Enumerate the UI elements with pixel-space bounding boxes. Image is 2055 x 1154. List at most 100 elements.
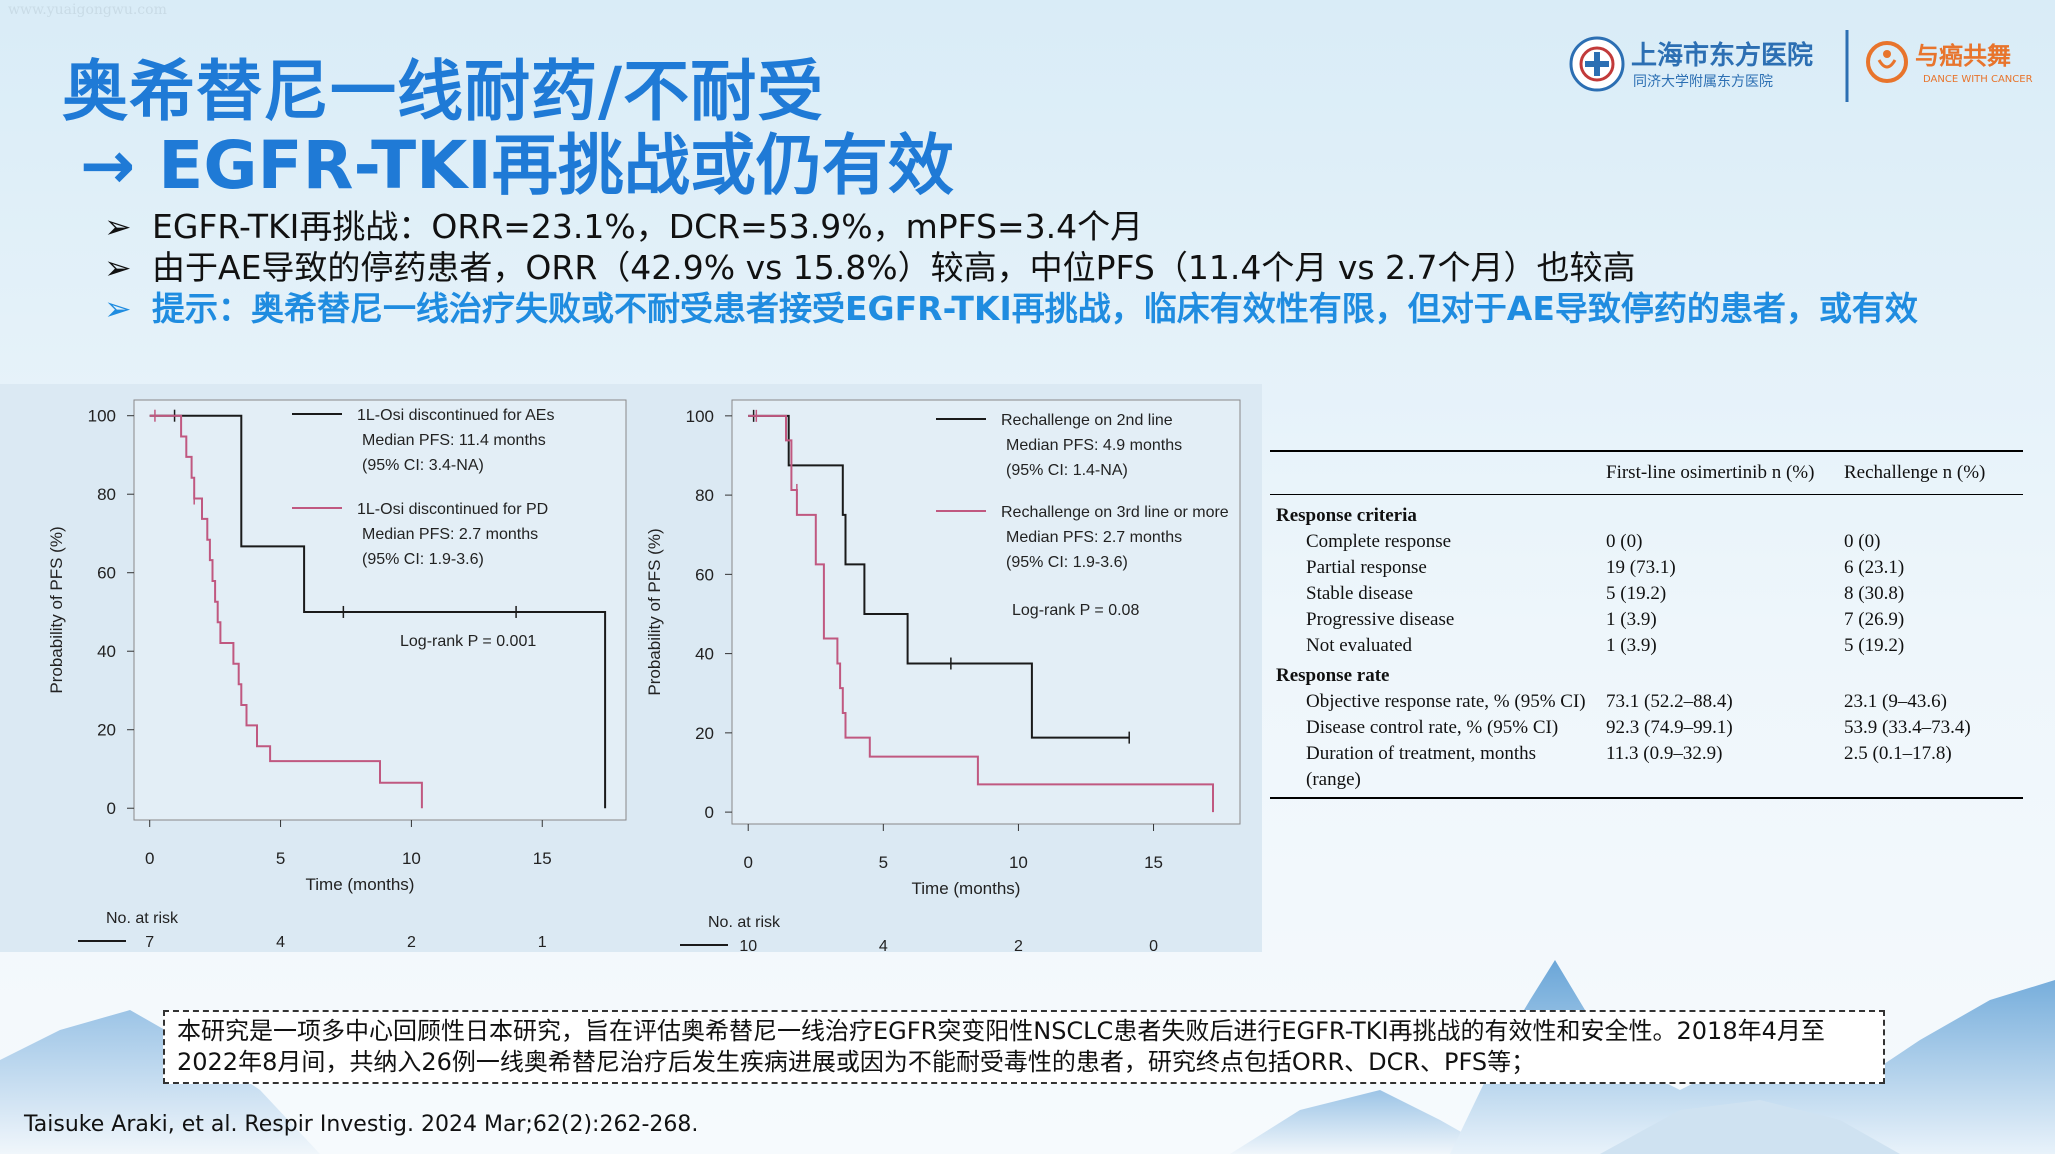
risk-table-title: No. at risk <box>708 914 781 931</box>
x-tick-label: 10 <box>1009 853 1028 872</box>
table-cell-label: Objective response rate, % (95% CI) <box>1306 691 1586 712</box>
y-tick-label: 20 <box>97 721 116 740</box>
x-tick-label: 15 <box>533 849 552 868</box>
table-cell-value: 23.1 (9–43.6) <box>1844 691 1947 712</box>
response-table-wrap: First-line osimertinib n (%) Rechallenge… <box>1270 450 2023 799</box>
table-section-label: Response criteria <box>1276 505 1417 526</box>
risk-table-title: No. at risk <box>106 910 179 927</box>
table-row: Partial response 19 (73.1) 6 (23.1) <box>1270 555 2023 581</box>
risk-count: 2 <box>407 934 416 951</box>
bullet-text: 由于AE导致的停药患者，ORR（42.9% vs 15.8%）较高，中位PFS（… <box>152 248 1636 287</box>
x-tick-label: 15 <box>1144 853 1163 872</box>
table-row: Complete response 0 (0) 0 (0) <box>1270 529 2023 555</box>
risk-count: 7 <box>145 934 154 951</box>
km-series-line-2 <box>149 414 423 809</box>
table-cell-value: 5 (19.2) <box>1606 583 1667 604</box>
table-header-rechallenge: Rechallenge n (%) <box>1838 450 2023 495</box>
citation: Taisuke Araki, et al. Respir Investig. 2… <box>24 1112 699 1137</box>
bullet-item: ➢ 由于AE导致的停药患者，ORR（42.9% vs 15.8%）较高，中位PF… <box>100 247 1920 288</box>
page-title-line2: → EGFR-TKI再挑战或仍有效 <box>80 127 954 204</box>
legend-detail: (95% CI: 1.9-3.6) <box>1006 554 1128 571</box>
y-tick-label: 60 <box>97 564 116 583</box>
km-series-line-2 <box>748 414 1214 813</box>
table-row: Duration of treatment, months (range) 11.… <box>1270 741 2023 799</box>
response-table: First-line osimertinib n (%) Rechallenge… <box>1270 450 2023 799</box>
km-chart-ae-vs-pd: 0 20 40 60 80 100 0 5 10 15 Time (months) Probabili… <box>47 399 627 951</box>
bullet-text: 提示：奥希替尼一线治疗失败或不耐受患者接受EGFR-TKI再挑战，临床有效性有限… <box>152 289 1918 328</box>
table-cell-value: 19 (73.1) <box>1606 557 1676 578</box>
log-rank-annotation: Log-rank P = 0.001 <box>400 633 536 650</box>
risk-count: 0 <box>1149 938 1158 952</box>
risk-count: 1 <box>538 934 547 951</box>
legend-detail: (95% CI: 3.4-NA) <box>362 457 484 474</box>
table-cell-label: Not evaluated <box>1306 635 1413 656</box>
hospital-name: 上海市东方医院 <box>1631 40 1813 71</box>
x-axis-label: Time (months) <box>912 879 1021 898</box>
table-header-first-line: First-line osimertinib n (%) <box>1600 450 1838 495</box>
table-cell-label: Stable disease <box>1306 583 1414 604</box>
log-rank-annotation: Log-rank P = 0.08 <box>1012 602 1139 619</box>
dance-with-cancer-logo-icon <box>1866 41 1908 83</box>
table-row: Objective response rate, % (95% CI) 73.1 … <box>1270 689 2023 715</box>
km-series-line-1 <box>748 414 1130 739</box>
legend-detail: (95% CI: 1.9-3.6) <box>362 551 484 568</box>
table-cell-value: 1 (3.9) <box>1606 609 1657 630</box>
y-tick-label: 0 <box>705 803 714 822</box>
table-cell-label: Disease control rate, % (95% CI) <box>1306 717 1559 738</box>
table-cell-value: 2.5 (0.1–17.8) <box>1838 741 2023 799</box>
table-cell-label: Duration of treatment, months (range) <box>1270 741 1600 799</box>
table-cell-value: 0 (0) <box>1844 531 1881 552</box>
x-axis-label: Time (months) <box>306 875 415 894</box>
arrow-bullet-icon: ➢ <box>104 248 132 287</box>
y-tick-label: 80 <box>695 486 714 505</box>
legend-detail: Median PFS: 2.7 months <box>1006 529 1182 546</box>
table-section-row: Response rate <box>1270 659 2023 689</box>
table-section-row: Response criteria <box>1270 495 2023 530</box>
table-cell-value: 11.3 (0.9–32.9) <box>1600 741 1838 799</box>
risk-count: 4 <box>276 934 285 951</box>
y-tick-label: 100 <box>88 407 116 426</box>
table-row: Progressive disease 1 (3.9) 7 (26.9) <box>1270 607 2023 633</box>
table-cell-value: 6 (23.1) <box>1844 557 1905 578</box>
table-cell-value: 8 (30.8) <box>1844 583 1905 604</box>
y-tick-label: 80 <box>97 485 116 504</box>
y-tick-label: 40 <box>97 642 116 661</box>
bullet-item-highlight: ➢ 提示：奥希替尼一线治疗失败或不耐受患者接受EGFR-TKI再挑战，临床有效性… <box>100 288 1920 329</box>
y-axis-label: Probability of PFS (%) <box>47 526 66 693</box>
x-tick-label: 0 <box>743 853 752 872</box>
legend-label: 1L-Osi discontinued for AEs <box>357 407 554 424</box>
table-row: Disease control rate, % (95% CI) 92.3 (74… <box>1270 715 2023 741</box>
hospital-emblem-icon <box>1569 36 1625 92</box>
table-cell-value: 5 (19.2) <box>1844 635 1905 656</box>
y-tick-label: 20 <box>695 724 714 743</box>
legend-label: 1L-Osi discontinued for PD <box>357 501 548 518</box>
study-note-box: 本研究是一项多中心回顾性日本研究，旨在评估奥希替尼一线治疗EGFR突变阳性NSC… <box>163 1010 1885 1084</box>
page-title-line1: 奥希替尼一线耐药/不耐受 <box>62 53 825 130</box>
bullet-text: EGFR-TKI再挑战：ORR=23.1%，DCR=53.9%，mPFS=3.4… <box>152 207 1144 246</box>
table-cell-value: 73.1 (52.2–88.4) <box>1606 691 1733 712</box>
y-tick-label: 40 <box>695 645 714 664</box>
legend-detail: Median PFS: 11.4 months <box>362 432 546 449</box>
legend-label: Rechallenge on 2nd line <box>1001 412 1173 429</box>
x-tick-label: 5 <box>276 849 285 868</box>
partner-subname: DANCE WITH CANCER <box>1923 74 2033 85</box>
table-section-label: Response rate <box>1276 665 1390 686</box>
table-cell-value: 7 (26.9) <box>1844 609 1905 630</box>
table-cell-value: 0 (0) <box>1606 531 1643 552</box>
logo-area: 上海市东方医院 同济大学附属东方医院 与癌共舞 DANCE WITH CANCE… <box>1565 30 2035 110</box>
legend-detail: Median PFS: 2.7 months <box>362 526 538 543</box>
table-row: Stable disease 5 (19.2) 8 (30.8) <box>1270 581 2023 607</box>
table-cell-value: 92.3 (74.9–99.1) <box>1606 717 1733 738</box>
x-tick-label: 5 <box>879 853 888 872</box>
legend-detail: (95% CI: 1.4-NA) <box>1006 462 1128 479</box>
legend-detail: Median PFS: 4.9 months <box>1006 437 1182 454</box>
table-cell-label: Partial response <box>1306 557 1427 578</box>
risk-count: 2 <box>1014 938 1023 952</box>
x-tick-label: 10 <box>402 849 421 868</box>
table-row: Not evaluated 1 (3.9) 5 (19.2) <box>1270 633 2023 659</box>
bullet-list: ➢ EGFR-TKI再挑战：ORR=23.1%，DCR=53.9%，mPFS=3… <box>100 206 1920 329</box>
plot-area <box>731 399 1241 825</box>
watermark: www.yuaigongwu.com <box>8 2 167 18</box>
x-tick-label: 0 <box>145 849 154 868</box>
y-tick-label: 0 <box>107 799 116 818</box>
